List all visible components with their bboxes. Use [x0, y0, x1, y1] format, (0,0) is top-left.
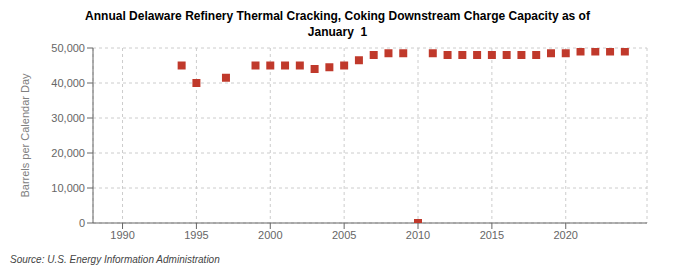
svg-text:Barrels per Calendar Day: Barrels per Calendar Day	[19, 73, 31, 198]
svg-text:2015: 2015	[480, 229, 504, 241]
html-text:January 1: January 1	[307, 25, 368, 39]
html-text:Source: U.S. Energy Informatio: Source: U.S. Energy Information Administ…	[10, 254, 220, 265]
svg-text:2010: 2010	[406, 229, 430, 241]
svg-text:2020: 2020	[554, 229, 578, 241]
html-text:Annual Delaware Refinery Therm: Annual Delaware Refinery Thermal Crackin…	[85, 9, 590, 23]
svg-text:40,000: 40,000	[51, 77, 85, 89]
svg-text:50,000: 50,000	[51, 42, 85, 54]
svg-text:1995: 1995	[184, 229, 208, 241]
svg-text:2000: 2000	[258, 229, 282, 241]
svg-text:0: 0	[79, 217, 85, 229]
svg-text:2005: 2005	[332, 229, 356, 241]
svg-text:10,000: 10,000	[51, 182, 85, 194]
svg-text:20,000: 20,000	[51, 147, 85, 159]
svg-text:30,000: 30,000	[51, 112, 85, 124]
svg-text:1990: 1990	[110, 229, 134, 241]
